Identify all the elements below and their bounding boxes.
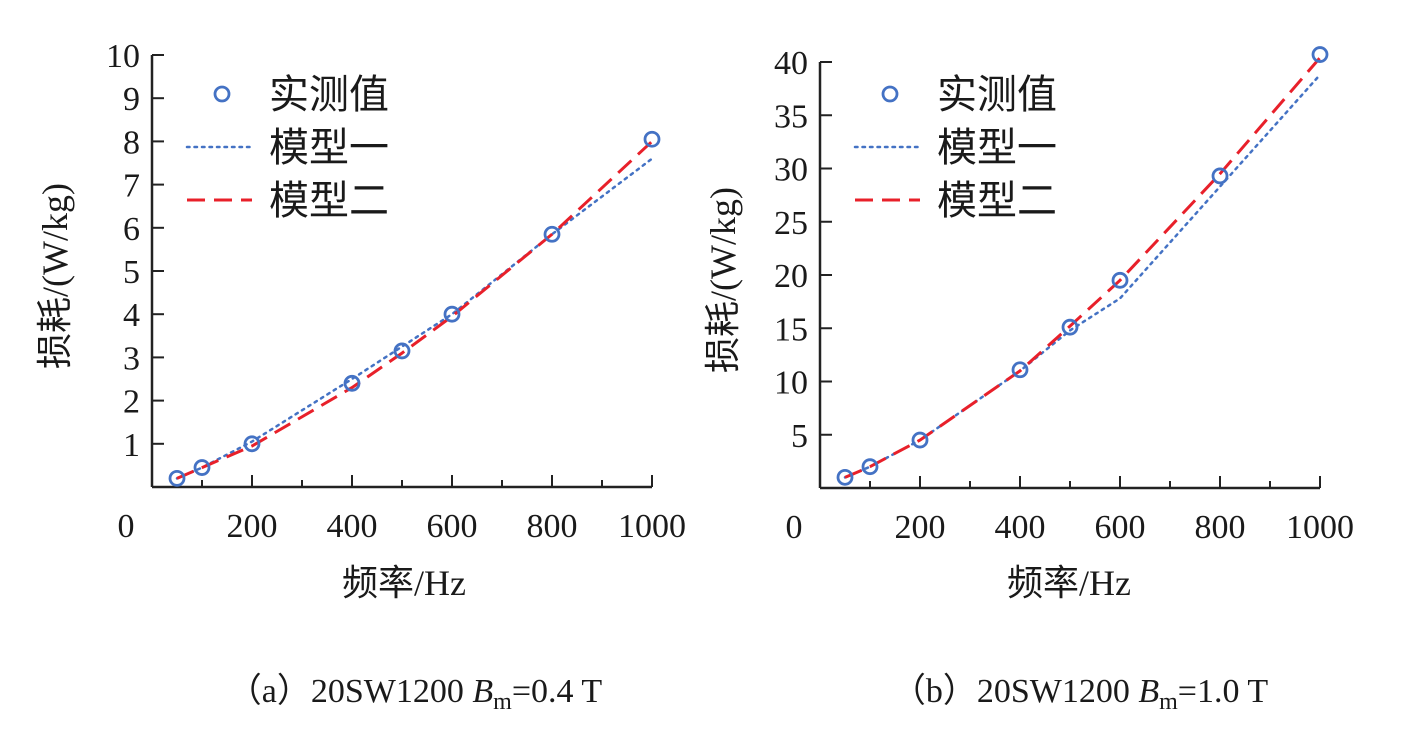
caption-suffix: =0.4 T	[512, 673, 603, 710]
x-tick-label: 200	[227, 508, 278, 545]
data-point	[393, 342, 411, 360]
caption: （a）20SW1200 Bm=0.4 T	[228, 672, 603, 715]
data-point	[193, 459, 211, 476]
data-point	[443, 305, 461, 323]
y-tick-label: 9	[123, 81, 140, 118]
chart-b: 200 400 600 800 1000 0 5 10 15 20 25 30 35 40 频率/Hz 损耗/…	[703, 45, 1354, 715]
data-point	[861, 458, 879, 476]
y-axis-label: 损耗/(W/kg)	[703, 187, 743, 373]
origin-label: 0	[786, 509, 803, 546]
y-tick-label: 30	[774, 152, 808, 189]
y-tick-label: 20	[774, 258, 808, 295]
caption-subscript: m	[493, 689, 512, 715]
data-point	[343, 374, 361, 392]
caption-prefix: （b）20SW1200	[892, 672, 1139, 710]
y-tick-label: 3	[123, 340, 140, 377]
x-tick-label: 400	[995, 509, 1046, 546]
x-tick-label: 600	[1095, 509, 1146, 546]
caption: （b）20SW1200 Bm=1.0 T	[892, 672, 1269, 715]
data-point	[643, 130, 661, 148]
data-point	[543, 225, 561, 243]
caption-symbol: B	[1138, 673, 1159, 710]
data-point	[168, 469, 186, 487]
x-tick-label: 600	[427, 508, 478, 545]
series-line-model1	[843, 73, 1322, 479]
origin-label: 0	[118, 508, 135, 545]
data-point	[1211, 167, 1229, 185]
data-point	[1011, 361, 1029, 379]
legend-label: 模型一	[269, 125, 389, 170]
caption-suffix: =1.0 T	[1178, 673, 1269, 710]
y-tick-label: 10	[774, 365, 808, 402]
series-line-model2	[176, 140, 654, 480]
legend-label: 实测值	[937, 72, 1057, 117]
x-axis-label: 频率/Hz	[342, 563, 466, 603]
x-tick-label: 1000	[618, 508, 686, 545]
data-point	[911, 431, 929, 449]
y-tick-label: 5	[791, 418, 808, 455]
y-tick-label: 1	[123, 427, 140, 464]
data-point	[1061, 318, 1079, 336]
y-tick-label: 8	[123, 124, 140, 161]
data-point	[243, 435, 261, 453]
y-tick-label: 35	[774, 98, 808, 135]
caption-symbol: B	[472, 673, 493, 710]
legend-label: 实测值	[269, 72, 389, 117]
legend-marker-measured	[213, 85, 231, 103]
y-tick-label: 10	[106, 38, 140, 75]
legend-label: 模型二	[937, 178, 1057, 223]
chart-a: 200 400 600 800 1000 0 1 2 3 4 5 6 7 8 9 10 频率/Hz 损耗/(W/k…	[35, 38, 686, 715]
x-tick-label: 400	[327, 508, 378, 545]
y-tick-label: 5	[123, 254, 140, 291]
y-tick-label: 4	[123, 297, 140, 334]
x-tick-label: 200	[895, 509, 946, 546]
y-tick-label: 2	[123, 384, 140, 421]
x-tick-label: 800	[527, 508, 578, 545]
legend-label: 模型二	[269, 178, 389, 223]
y-tick-label: 40	[774, 45, 808, 82]
x-axis-label: 频率/Hz	[1007, 563, 1131, 603]
series-line-model2	[844, 56, 1322, 479]
y-axis-label: 损耗/(W/kg)	[35, 183, 75, 369]
y-tick-label: 7	[123, 168, 140, 205]
y-tick-label: 6	[123, 211, 140, 248]
caption-prefix: （a）20SW1200	[228, 672, 473, 710]
data-point	[1311, 46, 1329, 63]
caption-subscript: m	[1159, 689, 1178, 715]
x-tick-label: 1000	[1286, 509, 1354, 546]
y-tick-label: 25	[774, 205, 808, 242]
data-point	[836, 468, 854, 486]
y-tick-label: 15	[774, 311, 808, 348]
legend-label: 模型一	[937, 125, 1057, 170]
data-point	[1111, 271, 1129, 289]
x-tick-label: 800	[1195, 509, 1246, 546]
legend-marker-measured	[881, 85, 899, 103]
